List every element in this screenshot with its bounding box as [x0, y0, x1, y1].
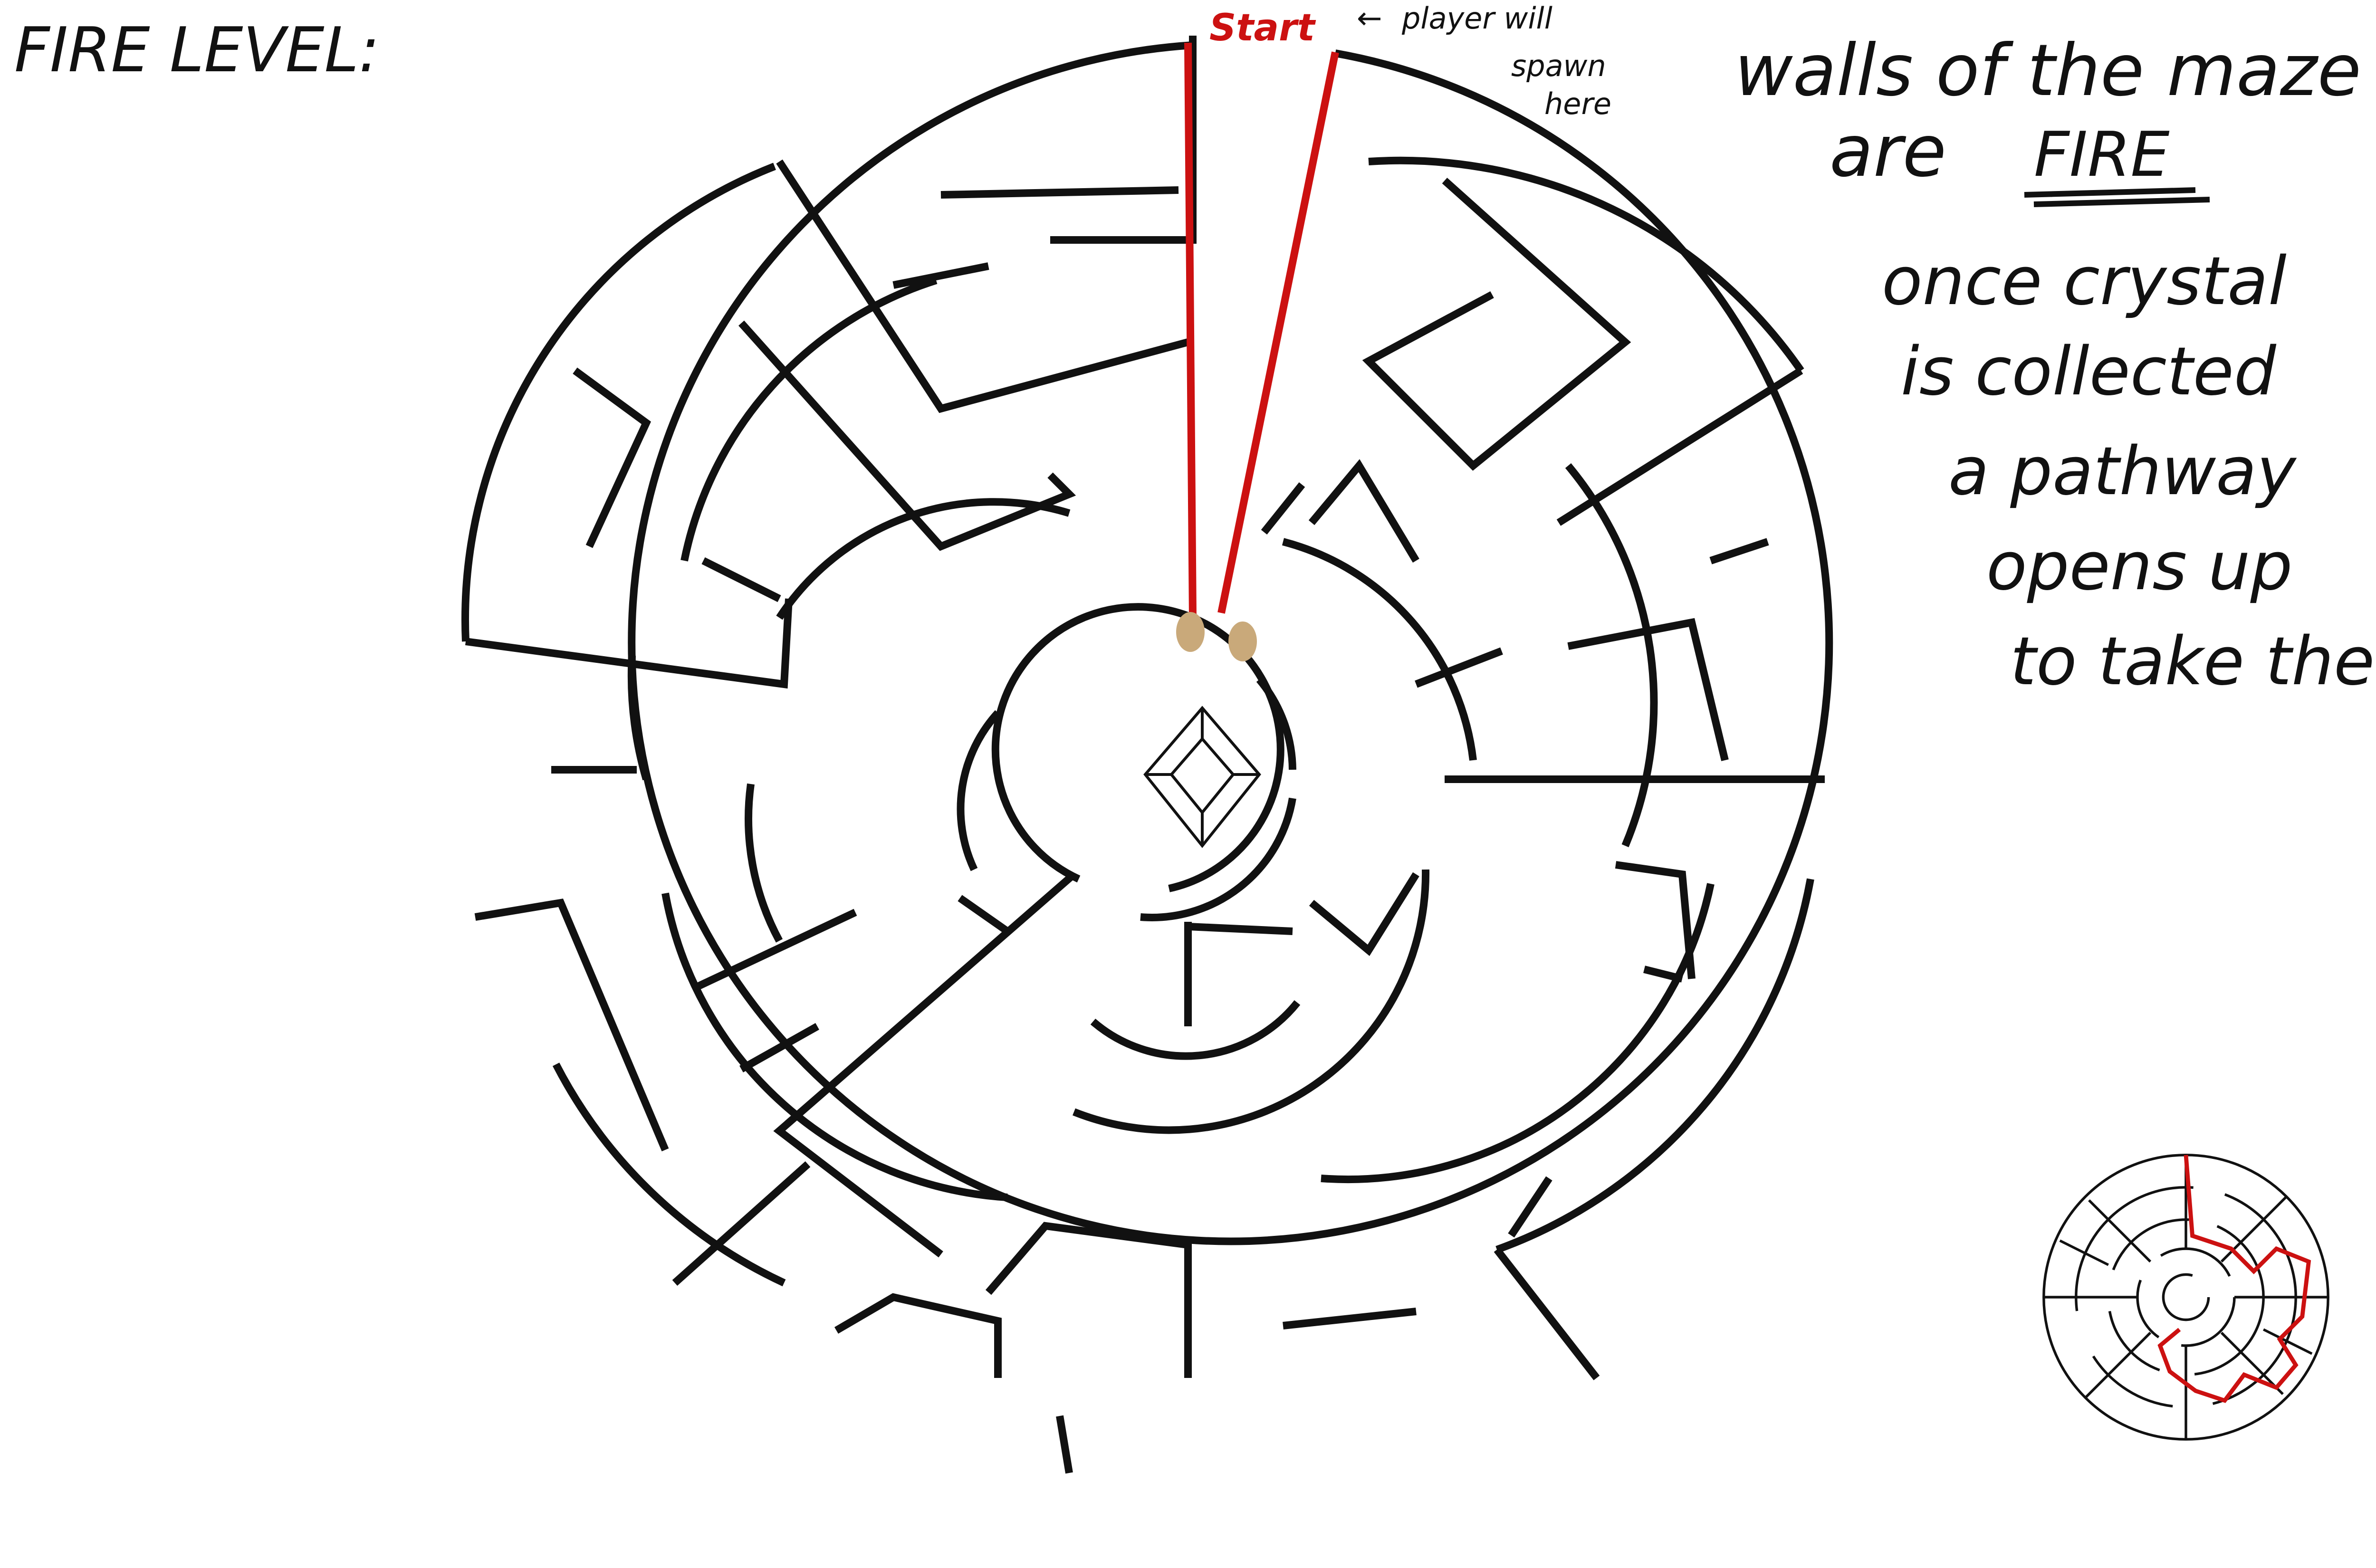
maze-radial-wall — [776, 159, 1189, 413]
maze-radial-wall — [1261, 482, 1305, 535]
maze-ring-wall — [1140, 797, 1296, 921]
maze-ring-wall — [661, 892, 1008, 1201]
start-label: Start — [1209, 7, 1316, 49]
maze-outer-wall — [628, 41, 1833, 1245]
maze-ring-wall — [1368, 156, 1804, 373]
solution-path — [2157, 1155, 2311, 1403]
maze-radial-wall — [1615, 861, 1696, 979]
crystal-note-line: to take the — [2010, 623, 2375, 700]
maze-ring-wall — [776, 498, 1071, 620]
maze-radial-wall — [701, 557, 781, 602]
maze-radial-wall — [738, 320, 1076, 551]
maze-radial-wall — [834, 1293, 1002, 1378]
maze-radial-wall — [1309, 872, 1419, 956]
walls-note-emphasis: FIRE — [2034, 118, 2170, 191]
maze-ring-wall — [1282, 538, 1477, 761]
walls-note-prefix: are — [1830, 110, 1946, 193]
maze-radial-wall — [985, 1222, 1192, 1378]
maze-ring-wall — [461, 163, 776, 642]
crystal-note-line: is collected — [1901, 333, 2277, 411]
maze-radial-wall — [1283, 1308, 1417, 1329]
maze-radial-wall — [940, 186, 1179, 199]
maze-radial-wall — [1709, 538, 1769, 564]
fire-corridor-wall — [1184, 42, 1197, 618]
maze-ring-wall — [1090, 1000, 1301, 1060]
maze-radial-wall — [1494, 1247, 1600, 1380]
maze-ring-wall — [745, 783, 783, 943]
maze-radial-wall — [1362, 178, 1631, 471]
spawn-arrow-icon: ← — [1357, 1, 1382, 36]
crystal-icon — [1143, 706, 1261, 848]
maze-radial-wall — [958, 895, 1010, 935]
maze-radial-wall — [1508, 1176, 1552, 1238]
maze-center-wall — [991, 603, 1284, 892]
maze-radial-wall — [1056, 1415, 1073, 1474]
crystal-note-line: once crystal — [1882, 243, 2287, 320]
maze-radial-wall — [1308, 459, 1419, 563]
maze-radial-wall — [892, 262, 989, 289]
maze-radial-wall — [1415, 647, 1503, 688]
spawn-note-line: spawn — [1511, 48, 1606, 83]
fire-corridor-wall — [1217, 51, 1339, 614]
walls-note-line: walls of the maze — [1734, 29, 2361, 112]
crystal-note-line: a pathway — [1948, 433, 2297, 510]
maze-ring-wall — [627, 655, 650, 781]
maze-ring-wall — [1565, 463, 1658, 848]
maze-radial-wall — [692, 908, 857, 992]
maze-radial-wall — [573, 367, 651, 548]
maze-radial-wall — [1567, 618, 1729, 761]
maze-ring-wall — [1495, 878, 1814, 1253]
spawn-note-line: player will — [1401, 1, 1552, 36]
gate-marker — [1228, 621, 1257, 661]
gate-marker — [1176, 612, 1205, 652]
maze-radial-wall — [773, 871, 1077, 1258]
main-maze — [461, 36, 1833, 1474]
spawn-note-line: here — [1544, 86, 1611, 121]
maze-radial-wall — [739, 1023, 819, 1072]
emphasis-underline — [2024, 187, 2210, 207]
maze-ring-wall — [1073, 869, 1430, 1134]
maze-radial-wall — [1643, 966, 1683, 983]
maze-ring-wall — [1321, 883, 1715, 1183]
maze-radial-wall — [465, 598, 793, 689]
crystal-note-line: opens up — [1986, 528, 2292, 605]
level-title: FIRE LEVEL: — [14, 14, 380, 86]
maze-radial-wall — [672, 1161, 811, 1286]
maze-ring-wall — [957, 710, 1001, 871]
maze-ring-wall — [680, 277, 938, 562]
maze-ring-wall — [552, 1062, 786, 1287]
maze-radial-wall — [1188, 923, 1293, 935]
mini-maze — [2042, 1154, 2329, 1441]
maze-radial-wall — [1556, 367, 1803, 526]
maze-radial-wall — [474, 899, 669, 1152]
